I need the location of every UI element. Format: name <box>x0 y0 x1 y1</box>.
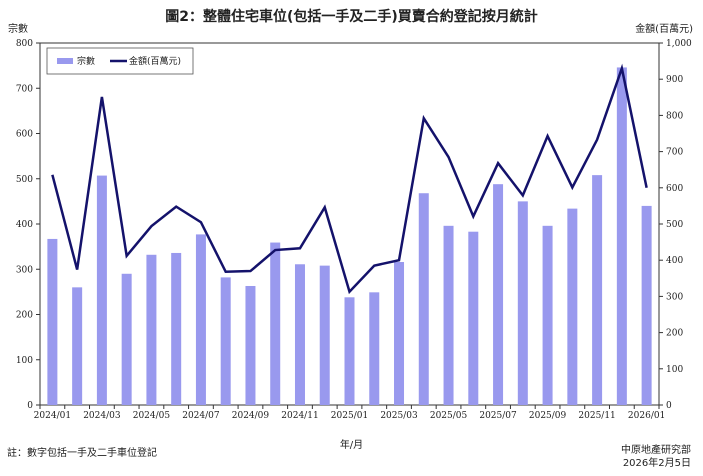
left-tick-label: 0 <box>27 401 33 411</box>
left-axis-title: 宗數 <box>8 24 28 35</box>
right-tick-label: 1,000 <box>666 39 692 49</box>
left-tick-label: 700 <box>16 84 33 94</box>
right-tick-label: 300 <box>666 292 683 302</box>
right-axis-title: 金額(百萬元) <box>635 24 693 35</box>
left-tick-label: 600 <box>16 130 33 140</box>
chart-title: 圖2：整體住宅車位(包括一手及二手)買賣合約登記按月統計 <box>165 9 538 25</box>
right-tick-label: 600 <box>666 184 683 194</box>
left-tick-label: 200 <box>16 311 33 321</box>
amount-line <box>51 63 648 295</box>
bar-series <box>47 67 652 405</box>
x-tick-label: 2025/01 <box>331 411 368 421</box>
right-tick-label: 700 <box>666 148 683 158</box>
right-tick-label: 400 <box>666 256 683 266</box>
chart-axes <box>36 42 663 409</box>
bar <box>171 252 182 405</box>
source-date: 2026年2月5日 <box>622 458 691 469</box>
bar <box>270 242 281 405</box>
bar <box>319 265 330 405</box>
bar <box>641 205 652 405</box>
left-tick-label: 800 <box>16 39 33 49</box>
tick-labels: 0 100 200 300 400 500 600 700 800 0 100 200 300 400 50… <box>16 39 692 421</box>
bar <box>146 254 157 405</box>
bar <box>616 67 627 405</box>
legend: 宗數 金額(百萬元) <box>46 47 194 75</box>
bar <box>468 231 479 405</box>
right-tick-label: 500 <box>666 220 683 230</box>
left-tick-label: 300 <box>16 265 33 275</box>
x-tick-label: 2024/09 <box>232 411 270 421</box>
x-tick-label: 2024/03 <box>83 411 121 421</box>
bar <box>542 225 553 405</box>
x-tick-label: 2025/09 <box>529 411 567 421</box>
left-tick-label: 500 <box>16 175 33 185</box>
bar <box>121 273 132 405</box>
legend-label-amount: 金額(百萬元) <box>129 55 181 67</box>
bar <box>245 285 256 405</box>
bar <box>493 184 504 405</box>
right-tick-label: 0 <box>666 401 672 411</box>
source-block: 中原地產研究部 2026年2月5日 <box>621 444 691 470</box>
line-series <box>51 63 648 295</box>
x-axis-title: 年/月 <box>339 440 364 451</box>
bar <box>517 201 528 405</box>
right-tick-label: 200 <box>666 329 683 339</box>
x-tick-label: 2025/03 <box>380 411 418 421</box>
bar <box>96 175 107 405</box>
bar <box>294 264 305 405</box>
x-tick-label: 2024/05 <box>133 411 171 421</box>
bar <box>567 208 578 405</box>
bar <box>394 262 405 405</box>
x-tick-label: 2024/11 <box>281 411 318 421</box>
x-tick-label: 2024/07 <box>182 411 220 421</box>
legend-bar-swatch <box>57 58 73 64</box>
bar <box>369 292 380 405</box>
bar <box>418 193 429 405</box>
legend-label-count: 宗數 <box>77 55 95 67</box>
left-tick-label: 400 <box>16 220 33 230</box>
bar <box>72 287 83 405</box>
bar <box>443 225 454 405</box>
source-name: 中原地產研究部 <box>621 445 691 456</box>
bar <box>47 238 58 405</box>
right-tick-label: 900 <box>666 75 683 85</box>
bar <box>195 234 206 405</box>
x-tick-label: 2025/07 <box>479 411 517 421</box>
footnote: 註：數字包括一手及二手車位登記 <box>7 448 157 459</box>
right-tick-label: 800 <box>666 111 683 121</box>
bar <box>220 277 231 405</box>
bar <box>344 297 355 405</box>
x-tick-label: 2024/01 <box>34 411 71 421</box>
x-tick-label: 2026/01 <box>628 411 665 421</box>
left-tick-label: 100 <box>16 356 33 366</box>
bar <box>592 175 603 405</box>
x-tick-label: 2025/05 <box>430 411 468 421</box>
x-tick-label: 2025/11 <box>578 411 615 421</box>
right-tick-label: 100 <box>666 365 683 375</box>
